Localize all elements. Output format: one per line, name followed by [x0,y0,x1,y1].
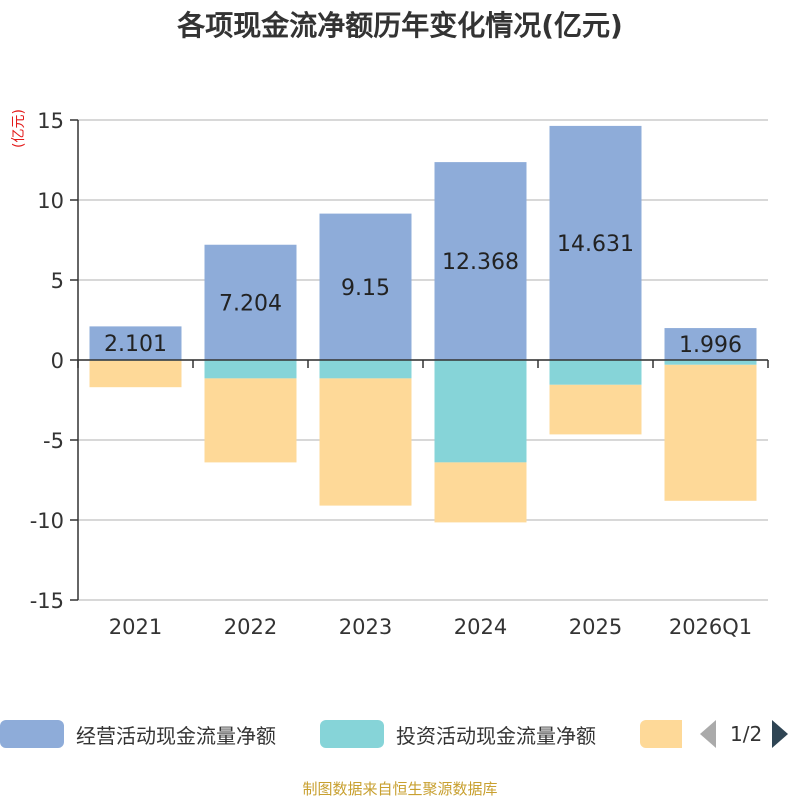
y-tick-label: 10 [37,189,64,213]
bar-2021-series-2 [89,360,182,388]
chart-canvas: 15 10 5 0 -5 -10 -15 2.101 7.204 9.15 12.368 14.631… [30,109,769,639]
legend-swatch-financing [640,720,682,748]
legend: 经营活动现金流量净额 投资活动现金流量净额 1/2 [0,716,800,752]
data-label-2021: 2.101 [104,332,167,357]
legend-page-indicator: 1/2 [730,722,763,746]
bar-2026Q1-series-0 [664,328,757,360]
legend-item-investing[interactable]: 投资活动现金流量净额 [320,716,596,752]
bar-2025-series-0 [549,125,642,361]
bar-2022-series-2 [204,378,297,463]
data-label-2026Q1: 1.996 [679,333,742,358]
legend-swatch-operating [0,720,64,748]
legend-label-investing: 投资活动现金流量净额 [396,723,596,748]
x-tick-label: 2025 [569,615,622,639]
x-tick-label: 2026Q1 [669,615,752,639]
y-tick-label: -5 [43,429,64,453]
legend-swatch-investing [320,720,384,748]
data-label-2024: 12.368 [442,250,519,275]
y-tick-label: 5 [51,269,64,293]
bar-2021-series-0 [89,326,182,360]
data-label-2023: 9.15 [341,276,390,301]
chart-title: 各项现金流净额历年变化情况(亿元) [177,9,623,42]
data-label-2025: 14.631 [557,232,634,257]
bar-2024-series-1 [434,360,527,463]
legend-label-operating: 经营活动现金流量净额 [76,723,276,748]
bar-2024-series-2 [434,462,527,523]
legend-next-page-icon[interactable] [772,720,789,748]
y-tick-label: -10 [30,509,64,533]
bar-2023-series-1 [319,360,412,379]
bar-2026Q1-series-2 [664,364,757,501]
x-tick-label: 2024 [454,615,507,639]
bar-2025-series-2 [549,384,642,435]
y-tick-label: -15 [30,589,64,613]
y-tick-label: 15 [37,109,64,133]
bar-2023-series-2 [319,378,412,506]
data-source-note: 制图数据来自恒生聚源数据库 [302,780,498,798]
legend-pager: 1/2 [700,716,789,752]
bar-2025-series-1 [549,360,642,385]
x-tick-label: 2021 [109,615,162,639]
bar-2023-series-0 [319,213,412,360]
bar-2026Q1-series-1 [664,360,757,365]
x-tick-label: 2022 [224,615,277,639]
bar-2022-series-1 [204,360,297,379]
legend-prev-page-icon[interactable] [700,720,716,748]
legend-item-operating[interactable]: 经营活动现金流量净额 [0,716,276,752]
bar-2022-series-0 [204,244,297,360]
x-tick-label: 2023 [339,615,392,639]
y-tick-label: 0 [51,349,64,373]
legend-item-financing[interactable] [640,716,682,752]
bar-2024-series-0 [434,162,527,360]
data-label-2022: 7.204 [219,291,282,316]
